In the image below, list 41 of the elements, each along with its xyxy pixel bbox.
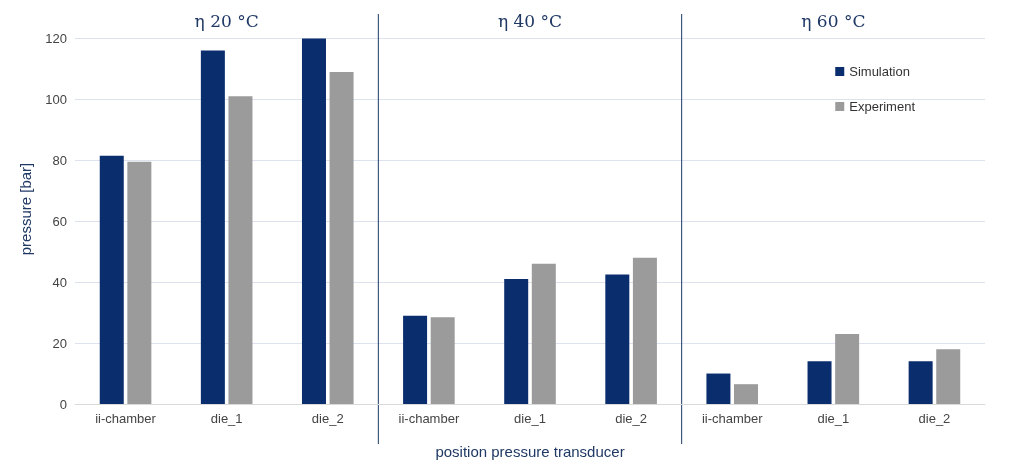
x-tick-label: die_1 bbox=[817, 411, 850, 426]
bar bbox=[301, 38, 326, 404]
y-tick-label: 60 bbox=[52, 213, 67, 229]
x-tick-label: ii-chamber bbox=[95, 411, 157, 426]
bar bbox=[504, 279, 529, 404]
legend-label: Simulation bbox=[849, 64, 910, 79]
legend-label: Experiment bbox=[849, 99, 916, 114]
bar bbox=[936, 349, 961, 404]
annotation: η 20 °C bbox=[194, 10, 259, 31]
y-axis-title: pressure [bar] bbox=[17, 162, 34, 256]
y-tick-label: 0 bbox=[59, 396, 67, 412]
bar bbox=[99, 155, 124, 404]
x-tick-label: die_2 bbox=[918, 411, 951, 426]
x-tick-label: die_1 bbox=[514, 411, 546, 426]
bar bbox=[531, 263, 556, 404]
bar bbox=[706, 373, 731, 404]
bar bbox=[807, 361, 832, 404]
y-tick-label: 20 bbox=[52, 335, 67, 351]
x-tick-label: ii-chamber bbox=[701, 411, 764, 426]
x-axis-title: position pressure transducer bbox=[435, 443, 625, 460]
y-tick-label: 120 bbox=[45, 30, 67, 46]
bar bbox=[430, 317, 455, 404]
bar bbox=[200, 50, 225, 404]
bar bbox=[605, 274, 630, 404]
bar bbox=[329, 71, 354, 404]
x-tick-label: die_2 bbox=[615, 411, 648, 426]
annotation: η 40 °C bbox=[497, 10, 563, 31]
x-tick-label: ii-chamber bbox=[398, 411, 460, 426]
y-tick-label: 100 bbox=[45, 91, 67, 107]
bar bbox=[127, 161, 152, 404]
y-tick-label: 40 bbox=[52, 274, 67, 290]
x-tick-label: die_1 bbox=[210, 411, 243, 426]
bar bbox=[403, 315, 428, 404]
annotation: η 60 °C bbox=[801, 10, 866, 31]
bar bbox=[632, 257, 657, 404]
bar bbox=[734, 384, 759, 404]
y-tick-label: 80 bbox=[52, 152, 67, 168]
bar bbox=[228, 96, 253, 404]
bar bbox=[835, 333, 860, 404]
x-tick-label: die_2 bbox=[311, 411, 344, 426]
bar bbox=[908, 361, 933, 404]
